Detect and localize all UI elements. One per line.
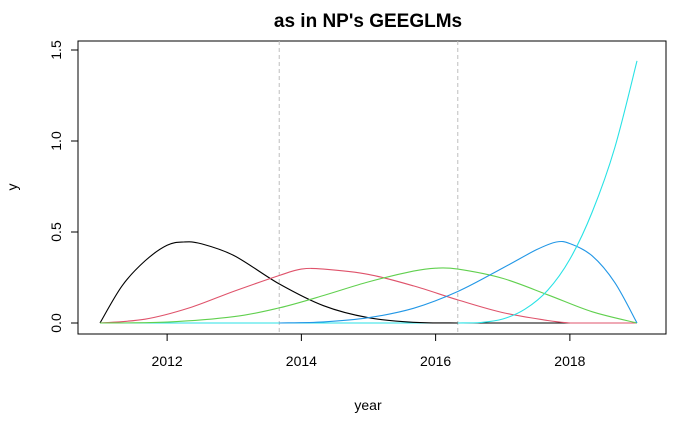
x-tick-label: 2014 bbox=[286, 353, 317, 369]
series-3-line bbox=[99, 267, 638, 324]
x-tick-label: 2016 bbox=[420, 353, 451, 369]
x-axis: 2012 2014 2016 2018 bbox=[152, 333, 586, 369]
y-tick-label: 1.0 bbox=[48, 131, 64, 151]
series-group bbox=[99, 60, 638, 324]
y-tick-label: 0.5 bbox=[48, 222, 64, 242]
series-5-line bbox=[457, 60, 638, 324]
y-axis: 0.0 0.5 1.0 1.5 bbox=[48, 40, 79, 333]
series-1-line bbox=[99, 241, 458, 324]
series-4-line bbox=[279, 240, 638, 324]
x-tick-label: 2018 bbox=[554, 353, 585, 369]
y-tick-label: 0.0 bbox=[48, 313, 64, 333]
x-axis-label: year bbox=[354, 397, 382, 413]
y-axis-label: y bbox=[4, 184, 20, 191]
plot-frame bbox=[77, 40, 667, 335]
y-tick-label: 1.5 bbox=[48, 40, 64, 60]
series-2-line bbox=[99, 267, 570, 324]
chart-title: as in NP's GEEGLMs bbox=[274, 11, 462, 32]
reference-lines bbox=[278, 41, 459, 334]
x-tick-label: 2012 bbox=[152, 353, 183, 369]
